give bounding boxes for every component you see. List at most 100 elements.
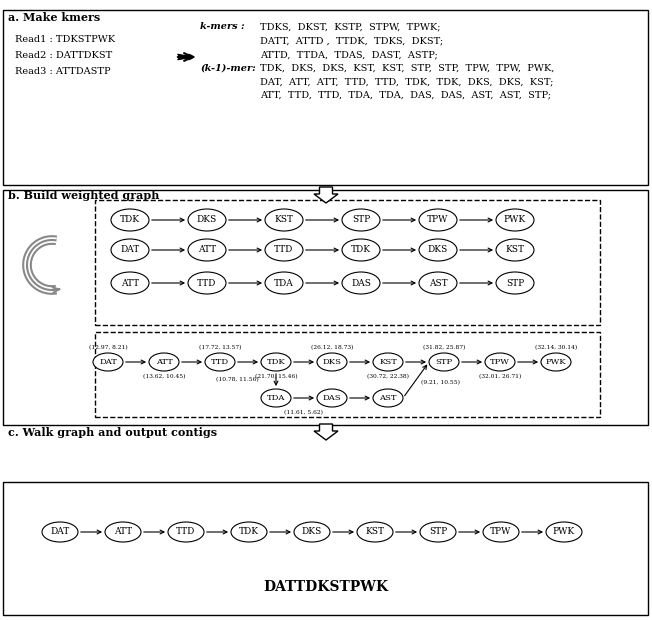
Ellipse shape: [111, 209, 149, 231]
Ellipse shape: [342, 239, 380, 261]
Ellipse shape: [231, 522, 267, 542]
Text: DKS: DKS: [197, 216, 217, 224]
Text: (26.12, 18.73): (26.12, 18.73): [311, 345, 353, 350]
Text: DATTDKSTPWK: DATTDKSTPWK: [263, 580, 389, 594]
Ellipse shape: [342, 272, 380, 294]
Text: TDK: TDK: [267, 358, 286, 366]
Bar: [3, 190, 648, 425]
Text: Read2 : DATTDKST: Read2 : DATTDKST: [15, 51, 112, 60]
Ellipse shape: [419, 209, 457, 231]
Text: KST: KST: [274, 216, 293, 224]
Text: TDK: TDK: [351, 246, 371, 254]
Text: (17.72, 13.57): (17.72, 13.57): [199, 345, 241, 350]
Text: STP: STP: [429, 528, 447, 536]
Ellipse shape: [483, 522, 519, 542]
Ellipse shape: [105, 522, 141, 542]
Text: TPW: TPW: [490, 528, 512, 536]
Text: (30.72, 22.38): (30.72, 22.38): [367, 374, 409, 379]
Ellipse shape: [111, 239, 149, 261]
Bar: [95, 332, 600, 417]
Ellipse shape: [294, 522, 330, 542]
Text: TPW: TPW: [427, 216, 449, 224]
Ellipse shape: [317, 353, 347, 371]
Ellipse shape: [373, 389, 403, 407]
Text: DKS: DKS: [323, 358, 342, 366]
Ellipse shape: [149, 353, 179, 371]
Ellipse shape: [419, 239, 457, 261]
Ellipse shape: [265, 239, 303, 261]
Text: KST: KST: [505, 246, 524, 254]
Ellipse shape: [342, 209, 380, 231]
Ellipse shape: [541, 353, 571, 371]
Text: DAT,  ATT,  ATT,  TTD,  TTD,  TDK,  TDK,  DKS,  DKS,  KST;: DAT, ATT, ATT, TTD, TTD, TDK, TDK, DKS, …: [260, 77, 554, 86]
Text: DKS: DKS: [302, 528, 322, 536]
Text: ATT: ATT: [114, 528, 132, 536]
Ellipse shape: [373, 353, 403, 371]
Text: Read3 : ATTDASTP: Read3 : ATTDASTP: [15, 67, 111, 76]
Text: DAT: DAT: [99, 358, 117, 366]
FancyArrow shape: [314, 424, 338, 440]
Text: TDA: TDA: [267, 394, 285, 402]
Text: (32.01, 26.71): (32.01, 26.71): [479, 374, 521, 379]
Ellipse shape: [188, 209, 226, 231]
Text: TTD: TTD: [198, 278, 216, 288]
Text: TDK: TDK: [239, 528, 259, 536]
Ellipse shape: [93, 353, 123, 371]
Ellipse shape: [265, 272, 303, 294]
Ellipse shape: [429, 353, 459, 371]
Text: k-mers :: k-mers :: [200, 22, 248, 31]
Text: TDK: TDK: [120, 216, 140, 224]
Text: TDA: TDA: [274, 278, 294, 288]
Bar: [3, 482, 648, 615]
Ellipse shape: [205, 353, 235, 371]
Text: PWK: PWK: [546, 358, 567, 366]
Text: DAS: DAS: [323, 394, 341, 402]
Text: TDK,  DKS,  DKS,  KST,  KST,  STP,  STP,  TPW,  TPW,  PWK,: TDK, DKS, DKS, KST, KST, STP, STP, TPW, …: [260, 64, 554, 73]
Text: TDKS,  DKST,  KSTP,  STPW,  TPWK;: TDKS, DKST, KSTP, STPW, TPWK;: [260, 22, 441, 31]
Ellipse shape: [261, 353, 291, 371]
Text: ATTD,  TTDA,  TDAS,  DAST,  ASTP;: ATTD, TTDA, TDAS, DAST, ASTP;: [260, 50, 437, 59]
Text: ATT: ATT: [121, 278, 139, 288]
Text: (31.82, 25.87): (31.82, 25.87): [422, 345, 465, 350]
Bar: [3, 10, 648, 185]
Text: STP: STP: [352, 216, 370, 224]
Text: DAT: DAT: [121, 246, 140, 254]
Ellipse shape: [168, 522, 204, 542]
Text: TTD: TTD: [176, 528, 196, 536]
Text: (11.61, 5.62): (11.61, 5.62): [284, 410, 323, 415]
Ellipse shape: [485, 353, 515, 371]
Text: DAT: DAT: [50, 528, 70, 536]
Text: PWK: PWK: [553, 528, 575, 536]
Ellipse shape: [265, 209, 303, 231]
Text: TPW: TPW: [490, 358, 510, 366]
Ellipse shape: [419, 272, 457, 294]
Text: (13.62, 10.45): (13.62, 10.45): [143, 374, 185, 379]
Bar: [95, 200, 600, 325]
Ellipse shape: [188, 239, 226, 261]
Text: (12.97, 8.21): (12.97, 8.21): [89, 345, 127, 350]
Text: a. Make kmers: a. Make kmers: [8, 12, 100, 23]
Text: TTD: TTD: [211, 358, 229, 366]
Text: AST: AST: [379, 394, 397, 402]
Text: Read1 : TDKSTPWK: Read1 : TDKSTPWK: [15, 35, 115, 44]
Text: c. Walk graph and output contigs: c. Walk graph and output contigs: [8, 427, 217, 438]
Ellipse shape: [496, 239, 534, 261]
Ellipse shape: [42, 522, 78, 542]
Ellipse shape: [261, 389, 291, 407]
Text: KST: KST: [379, 358, 397, 366]
Text: (9.21, 10.55): (9.21, 10.55): [421, 381, 460, 386]
Ellipse shape: [420, 522, 456, 542]
Text: (k-1)-mer:: (k-1)-mer:: [200, 64, 256, 73]
Text: TTD: TTD: [274, 246, 293, 254]
Text: AST: AST: [428, 278, 447, 288]
Text: (21.70, 15.46): (21.70, 15.46): [255, 374, 297, 379]
Text: (32.14, 30.14): (32.14, 30.14): [535, 345, 577, 350]
Text: KST: KST: [366, 528, 385, 536]
Text: b. Build weighted graph: b. Build weighted graph: [8, 190, 159, 201]
Text: ATT,  TTD,  TTD,  TDA,  TDA,  DAS,  DAS,  AST,  AST,  STP;: ATT, TTD, TTD, TDA, TDA, DAS, DAS, AST, …: [260, 90, 551, 99]
Text: ATT: ATT: [198, 246, 216, 254]
Text: (10.78, 11.56): (10.78, 11.56): [216, 378, 259, 383]
Ellipse shape: [111, 272, 149, 294]
Ellipse shape: [188, 272, 226, 294]
Ellipse shape: [357, 522, 393, 542]
